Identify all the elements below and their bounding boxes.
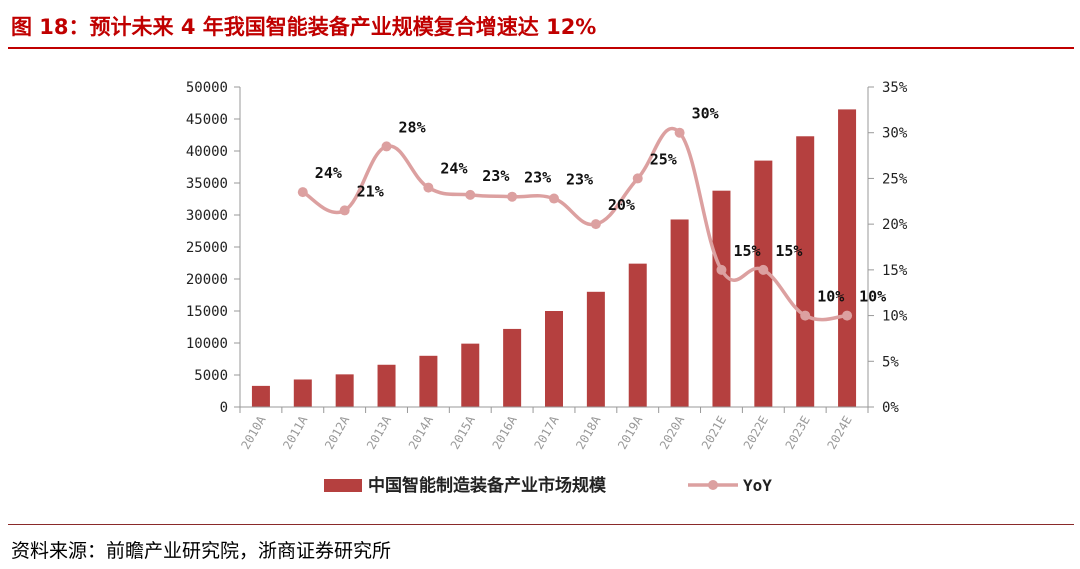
x-tick-label: 2011A [280, 413, 311, 452]
bar [712, 190, 731, 407]
x-tick-label: 2023E [783, 414, 813, 452]
bar [586, 291, 605, 407]
x-tick-label: 2019A [615, 413, 646, 452]
yoy-point [758, 264, 769, 275]
bar [293, 379, 312, 407]
bar [545, 311, 563, 407]
x-tick-label: 2022E [741, 414, 771, 452]
bar [419, 355, 438, 407]
legend-bar-swatch [324, 479, 362, 492]
yoy-data-label: 24% [315, 164, 342, 182]
figure-title: 图 18：预计未来 4 年我国智能装备产业规模复合增速达 12% [11, 15, 597, 39]
yoy-data-label: 10% [817, 288, 844, 306]
right-tick-label: 30% [882, 126, 908, 142]
yoy-data-label: 25% [650, 150, 677, 168]
x-tick-label: 2017A [531, 413, 562, 452]
yoy-data-label: 21% [357, 182, 384, 200]
left-tick-label: 15000 [186, 304, 228, 320]
x-tick-label: 2012A [322, 413, 353, 452]
left-tick-label: 10000 [186, 336, 228, 352]
legend-line-marker [708, 480, 718, 490]
legend-bar-label: 中国智能制造装备产业市场规模 [368, 475, 607, 496]
yoy-data-label: 15% [733, 242, 760, 260]
yoy-point [339, 205, 350, 216]
bar [377, 364, 396, 407]
x-tick-label: 2024E [824, 414, 854, 452]
yoy-point [297, 187, 308, 198]
right-tick-label: 35% [882, 80, 908, 96]
title-divider [8, 47, 1074, 49]
yoy-data-label: 23% [566, 171, 593, 189]
yoy-point [590, 219, 601, 230]
yoy-point [423, 182, 434, 193]
yoy-point [465, 189, 476, 200]
x-tick-label: 2014A [406, 413, 437, 452]
x-axis: 2010A 2011A 2012A 2013A 2014A 2015A 2016A 2017A… [238, 406, 869, 452]
bar [754, 160, 773, 407]
left-tick-label: 45000 [186, 112, 228, 128]
x-tick-label: 2018A [573, 413, 604, 452]
yoy-data-label: 20% [608, 196, 635, 214]
bar [670, 219, 689, 407]
bar [251, 385, 270, 407]
left-axis: 0 5000 10000 15000 20000 25000 30000 35000 40000… [186, 80, 241, 416]
x-tick-label: 2013A [364, 413, 395, 452]
bar [796, 136, 815, 407]
legend-line-label: YoY [743, 476, 772, 495]
bar [461, 343, 480, 407]
yoy-point [842, 310, 853, 321]
bar [335, 374, 354, 407]
right-tick-label: 20% [882, 217, 908, 233]
yoy-point [381, 141, 392, 152]
yoy-data-label: 23% [524, 169, 551, 187]
legend: 中国智能制造装备产业市场规模 YoY [324, 475, 772, 496]
left-tick-label: 20000 [186, 272, 228, 288]
bar [628, 263, 647, 407]
source-divider [8, 524, 1074, 525]
x-tick-label: 2010A [238, 413, 269, 452]
yoy-point [800, 310, 811, 321]
right-tick-label: 0% [882, 400, 899, 416]
yoy-point [549, 193, 559, 204]
left-tick-label: 5000 [194, 368, 228, 384]
yoy-data-label: 28% [399, 118, 426, 136]
yoy-data-label: 23% [482, 167, 509, 185]
yoy-point [716, 264, 727, 275]
bar [838, 109, 857, 408]
left-tick-label: 25000 [186, 240, 228, 256]
right-tick-label: 10% [882, 309, 908, 325]
yoy-point [632, 173, 643, 184]
bar-line-chart: 0 5000 10000 15000 20000 25000 30000 35000 40000… [186, 80, 908, 496]
x-tick-label: 2016A [490, 413, 521, 452]
yoy-point [507, 191, 518, 202]
bar [503, 328, 522, 407]
yoy-data-label: 24% [440, 160, 467, 178]
x-tick-label: 2020A [657, 413, 688, 452]
right-axis: 0% 5% 10% 15% 20% 25% 30% 35% [867, 80, 908, 416]
yoy-line-series: 24% 21% 28% 24% 23% 23% 23% 20% 25% 30% 15% 15% 10% 1… [297, 105, 886, 322]
x-tick-label: 2021E [699, 414, 729, 452]
right-tick-label: 5% [882, 354, 899, 370]
x-tick-label: 2015A [448, 413, 479, 452]
left-tick-label: 40000 [186, 144, 228, 160]
right-tick-label: 25% [882, 171, 908, 187]
left-tick-label: 35000 [186, 176, 228, 192]
left-tick-label: 0 [220, 400, 228, 416]
yoy-data-label: 15% [775, 242, 802, 260]
source-note: 资料来源：前瞻产业研究院，浙商证券研究所 [11, 540, 392, 562]
yoy-point [674, 127, 685, 138]
bar-series [251, 109, 857, 408]
yoy-data-label: 10% [859, 288, 886, 306]
left-tick-label: 50000 [186, 80, 228, 96]
left-tick-label: 30000 [186, 208, 228, 224]
yoy-data-label: 30% [692, 105, 719, 123]
right-tick-label: 15% [882, 263, 908, 279]
